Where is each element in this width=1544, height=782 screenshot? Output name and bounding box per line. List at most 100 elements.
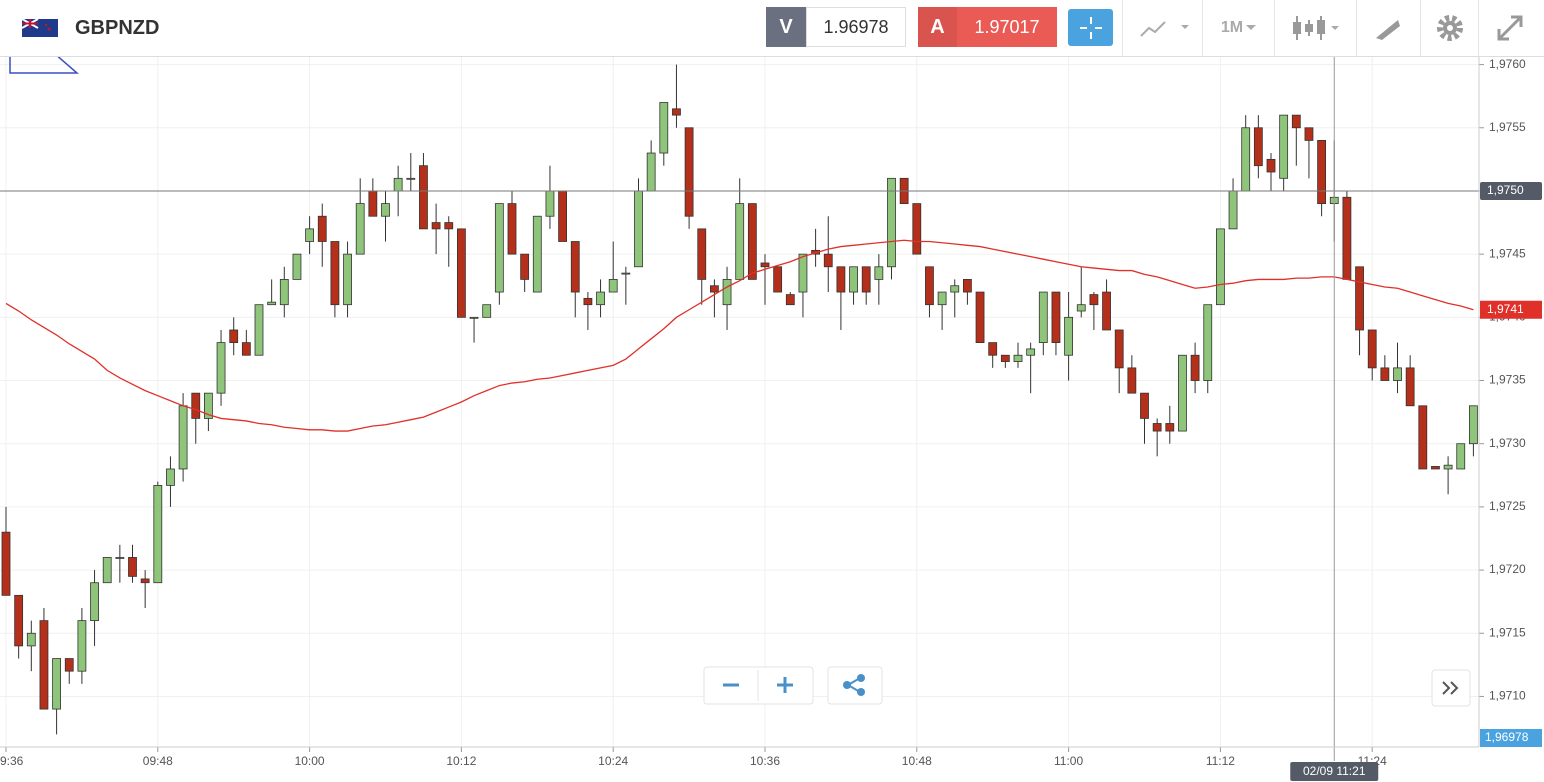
scroll-end-icon xyxy=(1442,681,1459,695)
y-tick-label: 1,9755 xyxy=(1489,120,1526,134)
candle-body xyxy=(1140,392,1149,419)
symbol: GBPNZD xyxy=(75,16,160,39)
candle-body xyxy=(14,594,24,647)
sell-button[interactable]: V xyxy=(766,7,806,47)
candle-body xyxy=(254,304,264,356)
candle-body xyxy=(1266,158,1276,173)
chart-type-button[interactable] xyxy=(1135,14,1195,42)
candle-body xyxy=(330,241,340,306)
flag-icon xyxy=(22,19,58,37)
candle-body xyxy=(963,279,972,293)
candle-body xyxy=(494,203,504,293)
timeframe-button[interactable]: 1M xyxy=(1210,14,1270,42)
share-button[interactable] xyxy=(827,666,883,705)
candle-body xyxy=(1076,304,1086,312)
ask-price[interactable]: 1.97017 xyxy=(957,7,1057,47)
zoom-in[interactable] xyxy=(777,677,793,693)
candle-body xyxy=(1291,114,1301,129)
candle-body xyxy=(229,329,239,344)
x-tick-label: 10:36 xyxy=(750,754,780,768)
candle-body xyxy=(1114,329,1124,369)
candle-body xyxy=(1443,464,1453,470)
candle-body xyxy=(621,272,631,275)
candle-body xyxy=(1038,291,1048,344)
crosshair-y-box xyxy=(1480,181,1542,200)
candle-body xyxy=(950,285,960,293)
candle-body xyxy=(393,177,403,192)
candle-body xyxy=(1469,405,1478,445)
candle-body xyxy=(216,342,226,394)
y-tick-label: 1,9715 xyxy=(1489,625,1526,639)
bid-label: 1,96978 xyxy=(1485,730,1529,744)
candle-body xyxy=(1,531,11,596)
candle-body xyxy=(456,228,466,318)
candle-body xyxy=(1380,367,1390,381)
candle-body xyxy=(1393,367,1402,381)
candle-body xyxy=(128,557,137,577)
scroll-end-button[interactable] xyxy=(1431,669,1471,707)
x-tick-label: 11:12 xyxy=(1206,754,1235,768)
candle-body xyxy=(191,392,201,419)
candle-body xyxy=(887,177,896,268)
crosshair-x-label: 02/09 11:21 xyxy=(1303,764,1366,778)
candle-body xyxy=(1000,354,1010,362)
candle-button[interactable] xyxy=(1285,12,1349,44)
candle-body xyxy=(1456,443,1466,470)
share-dot xyxy=(843,681,851,689)
candle-body xyxy=(1431,466,1440,470)
candle-body xyxy=(178,405,188,470)
candle-body xyxy=(482,304,492,318)
buy-button[interactable]: A xyxy=(918,7,957,47)
candle-body xyxy=(684,127,694,217)
candle-body xyxy=(912,203,922,255)
crosshair-button[interactable] xyxy=(1068,9,1113,46)
candle-body xyxy=(849,266,858,293)
candle-body xyxy=(1355,266,1364,331)
fullscreen-button[interactable] xyxy=(1490,12,1530,44)
settings-button[interactable] xyxy=(1432,12,1468,44)
candle-body xyxy=(697,228,707,280)
candle-body xyxy=(203,392,213,419)
candle-body xyxy=(735,203,745,280)
x-tick-label: 09:48 xyxy=(143,754,173,768)
candle-body xyxy=(1216,228,1225,306)
candle-body xyxy=(925,266,934,306)
y-tick-label: 1,9710 xyxy=(1489,689,1526,703)
x-tick-label: 10:00 xyxy=(295,754,325,768)
candle-body xyxy=(102,557,112,584)
candle-body xyxy=(1405,367,1415,407)
y-tick-label: 1,9725 xyxy=(1489,499,1526,513)
candle-body xyxy=(469,316,479,319)
candle-body xyxy=(1304,127,1314,141)
bid-label-box xyxy=(1480,729,1542,747)
candle-body xyxy=(1026,348,1036,356)
candle-body xyxy=(1013,354,1023,362)
candle-body xyxy=(1064,316,1073,356)
candle-body xyxy=(785,294,795,306)
candle-body xyxy=(1178,354,1187,432)
candle-body xyxy=(545,190,555,217)
chart: 1,9710 1,9715 1,9720 1,9725 1,9730 1,9735 1,97… xyxy=(0,57,1542,781)
y-tick-label: 1,9720 xyxy=(1489,562,1526,576)
candle-body xyxy=(343,253,352,306)
divider xyxy=(1202,0,1203,56)
draw-button[interactable] xyxy=(1368,12,1408,44)
candle-body xyxy=(241,342,251,356)
candle-body xyxy=(1418,405,1428,470)
candle-body xyxy=(507,203,517,255)
candle-body xyxy=(558,190,567,242)
candle-body xyxy=(608,279,618,293)
candle-body xyxy=(1190,354,1200,381)
candle-body xyxy=(406,177,416,180)
candle-body xyxy=(90,582,99,622)
bid-price[interactable]: 1.96978 xyxy=(806,7,906,47)
candle-body xyxy=(431,222,441,230)
candle-body xyxy=(292,253,302,280)
x-tick-label: 9:36 xyxy=(0,754,24,768)
y-tick-label: 1,9730 xyxy=(1489,436,1526,450)
candle-body xyxy=(937,291,947,306)
candle-body xyxy=(634,190,643,268)
candle-body xyxy=(419,165,428,230)
candle-body xyxy=(1165,423,1175,432)
